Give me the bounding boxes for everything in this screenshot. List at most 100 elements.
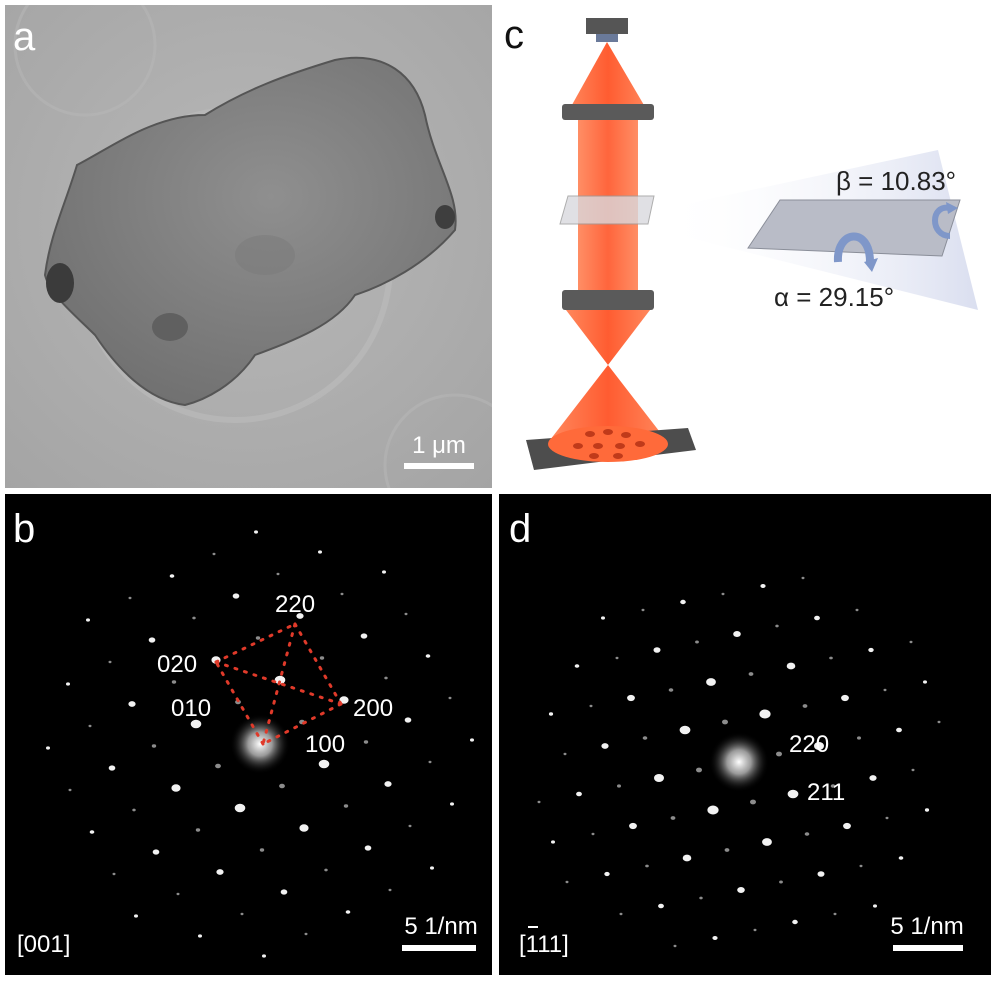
diffraction-spot [364,845,372,851]
alpha-angle: α = 29.15° [774,282,894,312]
diffraction-spot [169,574,175,578]
diffraction-spot [428,760,432,764]
diffraction-spot [670,816,676,820]
diffraction-spot [198,934,202,938]
central-beam [230,714,290,774]
beta-tilt-arrow [932,204,951,239]
diffraction-spot [384,781,392,787]
scale-bar [402,945,476,951]
diffraction-spot [802,704,808,708]
diffraction-spot [696,767,702,773]
diffraction-spot [601,743,609,749]
diffraction-spot [108,660,112,664]
diffraction-spot [722,719,728,725]
spot-label-100: 100 [305,731,345,758]
panel-label: b [13,507,35,551]
diffraction-spot [748,672,754,676]
diffraction-spot [232,593,240,599]
diffraction-spot [591,832,595,836]
diffraction-spot [673,944,677,948]
diffraction-spot [254,530,258,534]
diffraction-spot [814,615,820,621]
diffraction-spot [408,824,412,828]
diffraction-spot [792,919,798,925]
diffraction-spot [679,725,691,735]
diffraction-spot [46,746,50,750]
beta-angle: β = 10.83° [836,166,956,196]
schematic: c [504,13,978,470]
diffraction-spot [190,719,202,729]
diffraction-spot [343,804,349,808]
diffraction-spot [171,784,181,792]
lens-upper [562,104,654,120]
panel-c-schematic: c [498,0,998,490]
spot-label-010: 010 [171,695,211,722]
scale-bar-label: 5 1/nm [890,913,963,940]
diffraction-spot [255,636,261,640]
diffraction-spot [318,550,322,554]
diffraction-spot [658,903,664,909]
diffraction-spot [859,864,863,868]
scale-bar [893,945,963,951]
diffraction-spot [548,712,554,716]
diffraction-spot [296,613,304,619]
tem-image: a 1 μm [5,5,492,488]
scale-bar-label: 1 μm [412,432,466,459]
diffraction-spot [148,637,156,643]
diffraction-spot [641,608,645,612]
diffraction-spot [642,736,648,740]
diffraction-spot [176,892,180,896]
diffraction-spot [680,599,686,605]
diffraction-spot [804,832,810,836]
diffraction-spot [324,868,328,872]
diffraction-spot [937,720,941,724]
diffraction-spot [363,740,369,744]
diffraction-spot [762,838,772,846]
index-overlay-line [261,702,343,746]
diffraction-spot [215,763,221,769]
diffraction-spot [779,880,783,884]
diffraction-spot [108,765,116,771]
diffraction-spot [615,656,619,660]
crystal [43,56,457,407]
diffraction-spot [721,592,725,596]
diffraction-spot [318,759,330,769]
diffraction-spot [617,784,621,788]
index-overlay-line [214,660,265,746]
diffraction-spot [801,576,805,580]
spot-label-220: 220 [275,591,315,618]
diffraction-spot [425,654,431,658]
diffraction-spot [89,830,95,834]
diffraction-spot [234,803,246,813]
diffraction-spot [814,742,824,750]
diffraction-spot [833,912,837,916]
diffraction-spot [470,738,474,742]
diffraction-spot [276,572,280,576]
diffraction-spot [576,791,582,797]
diffraction-spot [857,736,861,740]
spot-label-200: 200 [353,695,393,722]
diffraction-spot [775,624,779,628]
diffraction-pattern: b 220 020 010 200 100 [001] 5 1/nm [5,494,492,975]
diffraction-spot [786,662,796,670]
diffraction-spot [240,912,244,916]
diffraction-spot [134,914,138,918]
panel-b-diffraction: b 220 020 010 200 100 [001] 5 1/nm [5,494,492,975]
panel-label: a [13,15,36,59]
diffraction-spot [589,704,593,708]
diffraction-spot [733,631,741,637]
panel-label: c [504,13,524,57]
diffraction-spot [653,647,661,653]
diffraction-spot [668,688,674,692]
diffraction-spot [682,854,692,862]
diffraction-spot [869,775,877,781]
diffraction-spot [274,675,286,685]
diffraction-spot [712,936,718,940]
diffraction-spot [760,584,766,588]
diffraction-spot [128,596,132,600]
diffraction-spot [304,932,308,936]
diffraction-spot [171,680,177,684]
diffraction-spot [565,880,569,884]
spot-label-211: 211 [807,779,845,806]
diffraction-spot [319,656,325,660]
